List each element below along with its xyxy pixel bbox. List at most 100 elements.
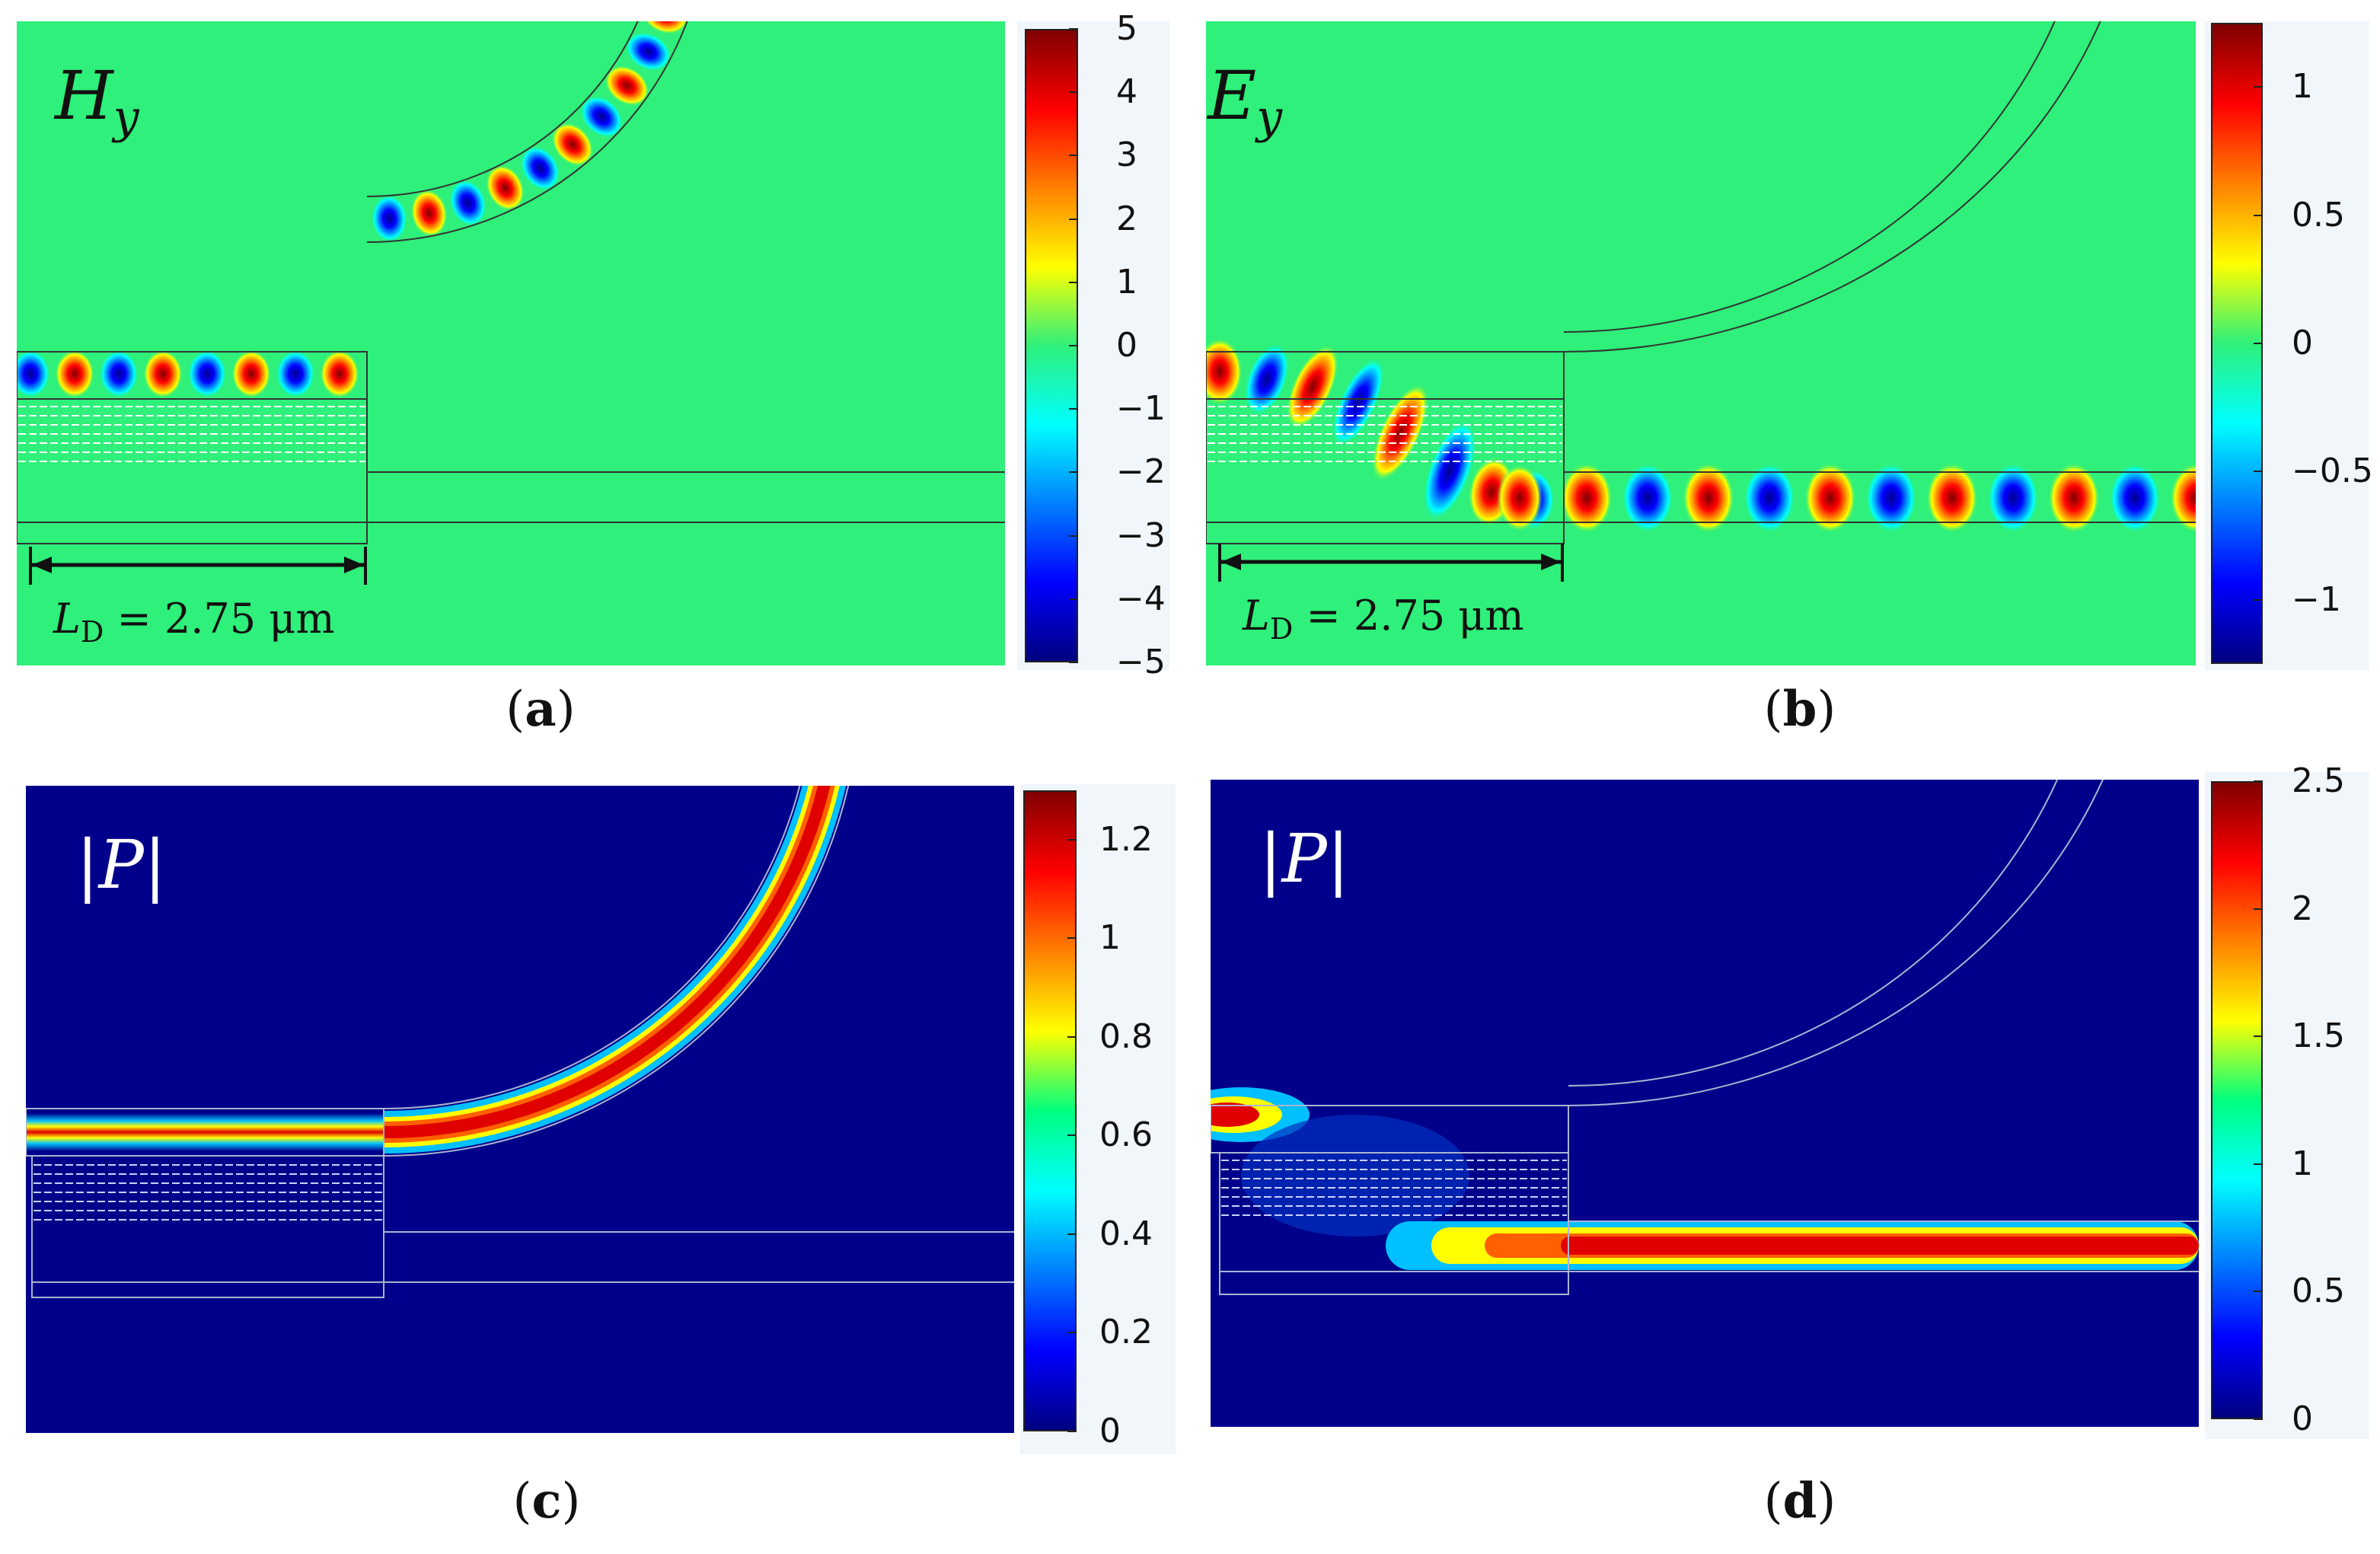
- panel-c-plot: [26, 786, 1014, 1433]
- colorbar-tick-label: −5: [1116, 643, 1166, 681]
- positive-field-lobe: [231, 349, 271, 398]
- positive-field-lobe: [1206, 338, 1243, 405]
- colorbar-tick-label: 1.2: [1099, 819, 1153, 859]
- colorbar-tick-mark: [2254, 1163, 2263, 1165]
- positive-field-lobe: [320, 349, 359, 398]
- colorbar-tick-mark: [1067, 1233, 1077, 1235]
- colorbar-tick-mark: [2254, 214, 2263, 216]
- panel-a-caption: (a): [506, 681, 576, 738]
- negative-field-lobe: [579, 95, 624, 139]
- colorbar-tick-mark: [1067, 1431, 1077, 1432]
- panel-b-plot: [1206, 21, 2196, 665]
- bend-inner-edge: [1563, 21, 2056, 333]
- colorbar-tick-mark: [1067, 1134, 1077, 1137]
- colorbar-tick-label: 2: [2292, 889, 2313, 928]
- colorbar-tick-label: 0.5: [2292, 1272, 2345, 1311]
- panel-a-length-label: LD = 2.75 μm: [53, 595, 335, 649]
- bend-beam: [383, 786, 831, 1138]
- colorbar-tick-label: 3: [1116, 136, 1137, 175]
- panel-b-caption: (b): [1763, 681, 1836, 738]
- panel-d-field-label: |P|: [1259, 819, 1350, 898]
- bend-outer-edge: [1563, 21, 2101, 353]
- negative-field-lobe: [187, 349, 227, 398]
- positive-field-lobe: [485, 164, 525, 212]
- bend-inner-edge: [1568, 780, 2059, 1087]
- negative-field-lobe: [2109, 463, 2161, 533]
- panel-a-plot: [17, 21, 1005, 665]
- bend-outer-edge: [366, 21, 688, 243]
- negative-field-lobe: [99, 349, 139, 398]
- colorbar-tick-label: −0.5: [2292, 452, 2373, 491]
- colorbar-tick-mark: [2254, 908, 2263, 910]
- input-beam-core: [1211, 1102, 1259, 1127]
- colorbar-tick-label: 1: [2292, 67, 2313, 107]
- colorbar-tick-label: 1: [1116, 262, 1137, 302]
- p-magnitude-map-c: [26, 786, 1014, 1298]
- negative-field-lobe: [519, 145, 561, 191]
- bend-outer-edge: [383, 786, 850, 1157]
- colorbar-tick-label: 0: [1099, 1412, 1121, 1450]
- scattered-field: [1241, 1115, 1469, 1236]
- arrowhead-right-icon: [344, 557, 364, 573]
- colorbar-tick-mark: [1069, 534, 1078, 537]
- negative-field-lobe: [371, 194, 408, 243]
- negative-field-lobe: [448, 179, 487, 227]
- positive-field-lobe: [604, 65, 650, 107]
- colorbar-tick-mark: [2254, 780, 2263, 782]
- panel-c-field-label: |P|: [76, 825, 167, 904]
- colorbar-tick-mark: [1069, 471, 1078, 474]
- positive-field-lobe: [2048, 463, 2100, 533]
- panel-c-caption: (c): [512, 1473, 581, 1530]
- negative-field-lobe: [1987, 463, 2039, 533]
- colorbar-tick-mark: [1067, 1035, 1077, 1038]
- colorbar-tick-mark: [1069, 408, 1078, 410]
- positive-field-lobe: [143, 349, 183, 398]
- positive-field-lobe: [1926, 463, 1978, 533]
- panel-d-caption: (d): [1763, 1473, 1836, 1530]
- positive-field-lobe: [2170, 463, 2196, 533]
- colorbar-tick-label: 0.2: [1099, 1313, 1153, 1352]
- bend-outer-edge: [1568, 780, 2104, 1106]
- colorbar-tick-label: 0.6: [1099, 1115, 1153, 1155]
- colorbar-tick-label: 0.5: [2292, 195, 2345, 235]
- colorbar-tick-mark: [2254, 598, 2263, 601]
- panel-c-colorbar: [1023, 790, 1077, 1431]
- colorbar-tick-label: 0: [1116, 326, 1137, 365]
- colorbar-tick-mark: [1069, 281, 1078, 283]
- hy-field-map: [17, 21, 1005, 585]
- colorbar-tick-label: −1: [2292, 579, 2341, 619]
- colorbar-tick-label: −4: [1116, 579, 1166, 618]
- colorbar-tick-mark: [2254, 1418, 2263, 1420]
- negative-field-lobe: [625, 31, 672, 72]
- colorbar-tick-mark: [2254, 86, 2263, 88]
- positive-field-lobe: [55, 349, 94, 398]
- colorbar-tick-label: 1.5: [2292, 1016, 2345, 1056]
- colorbar-tick-label: 0.8: [1099, 1016, 1153, 1056]
- ey-field-map: [1206, 21, 2196, 582]
- bend-inner-edge: [383, 786, 801, 1109]
- positive-field-lobe: [1497, 464, 1543, 531]
- panel-d-colorbar: [2211, 781, 2263, 1419]
- p-magnitude-map-d: [1211, 780, 2199, 1295]
- negative-field-lobe: [276, 349, 315, 398]
- output-beam-core: [1561, 1236, 2199, 1255]
- colorbar-tick-label: 0.4: [1099, 1214, 1153, 1253]
- arrowhead-left-icon: [32, 557, 52, 573]
- colorbar-tick-mark: [1069, 91, 1078, 94]
- negative-field-lobe: [1622, 463, 1673, 533]
- positive-field-lobe: [1804, 463, 1856, 533]
- colorbar-tick-label: 2.5: [2292, 761, 2345, 800]
- panel-b-length-label: LD = 2.75 μm: [1243, 592, 1524, 646]
- colorbar-tick-mark: [1069, 218, 1078, 220]
- colorbar-tick-label: −1: [1116, 389, 1166, 429]
- grating-region-outline: [1219, 1152, 1569, 1295]
- positive-field-lobe: [1561, 463, 1613, 533]
- positive-field-lobe: [410, 189, 448, 238]
- colorbar-tick-label: 1: [1099, 918, 1121, 958]
- colorbar-tick-mark: [1067, 838, 1077, 841]
- bend-inner-edge: [366, 21, 639, 197]
- colorbar-tick-label: 1: [2292, 1144, 2313, 1183]
- positive-field-lobe: [1683, 463, 1734, 533]
- negative-field-lobe: [1865, 463, 1917, 533]
- negative-field-lobe: [1422, 420, 1477, 522]
